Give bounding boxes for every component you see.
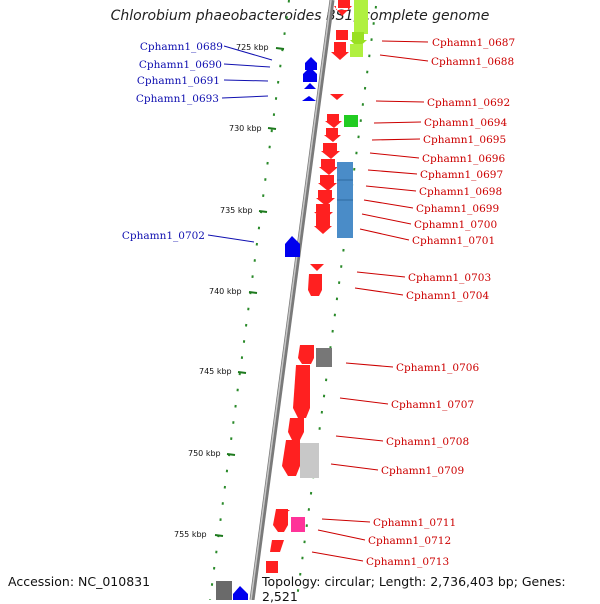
gene-label[interactable]: Cphamn1_0698 — [419, 186, 502, 198]
gene-label[interactable]: Cphamn1_0691 — [137, 75, 220, 87]
bottom-blue-feature[interactable] — [233, 586, 248, 600]
gene-0688-block[interactable] — [350, 44, 363, 57]
genome-backbone — [252, 0, 332, 600]
gene-label[interactable]: Cphamn1_0712 — [368, 535, 451, 547]
gene-0704-feature[interactable] — [308, 274, 322, 296]
genome-backbone-highlight — [251, 0, 331, 600]
gene-0707-feature[interactable] — [293, 365, 310, 418]
gene-0699-feature[interactable] — [316, 190, 335, 206]
gene-label[interactable]: Cphamn1_0702 — [122, 230, 205, 242]
gene-0698-feature[interactable] — [318, 175, 337, 191]
gene-label[interactable]: Cphamn1_0696 — [422, 153, 505, 165]
gene-0712-feature[interactable] — [270, 540, 284, 552]
gene-label[interactable]: Cphamn1_0709 — [381, 465, 464, 477]
left-gene-labels: Cphamn1_0689 Cphamn1_0690 Cphamn1_0691 C… — [122, 41, 223, 242]
gene-label[interactable]: Cphamn1_0713 — [366, 556, 449, 568]
scale-label: 755 kbp — [174, 530, 207, 539]
gene-label[interactable]: Cphamn1_0706 — [396, 362, 479, 374]
bottom-gray-feature[interactable] — [216, 581, 232, 600]
gene-0706-feature[interactable] — [298, 345, 314, 364]
gene-0709-feature[interactable] — [282, 440, 300, 476]
gene-0711-block[interactable] — [291, 517, 305, 532]
gene-0687-block[interactable] — [336, 30, 348, 40]
scale-label: 735 kbp — [220, 206, 253, 215]
accession-text: Accession: NC_010831 — [8, 574, 150, 589]
gene-0688-feature[interactable] — [354, 0, 368, 34]
gene-label[interactable]: Cphamn1_0707 — [391, 399, 474, 411]
gene-0697-feature[interactable] — [319, 159, 338, 175]
gene-label[interactable]: Cphamn1_0704 — [406, 290, 489, 302]
gene-label[interactable]: Cphamn1_0703 — [408, 272, 491, 284]
scale-label: 750 kbp — [188, 449, 221, 458]
gene-label[interactable]: Cphamn1_0708 — [386, 436, 469, 448]
gene-0709-block[interactable] — [300, 443, 319, 478]
gene-label[interactable]: Cphamn1_0694 — [424, 117, 507, 129]
gene-label[interactable]: Cphamn1_0687 — [432, 37, 515, 49]
gene-0713-feature[interactable] — [266, 561, 278, 573]
gene-label[interactable]: Cphamn1_0699 — [416, 203, 499, 215]
scale-label: 745 kbp — [199, 367, 232, 376]
gene-0694-block[interactable] — [344, 115, 358, 127]
gene-label[interactable]: Cphamn1_0701 — [412, 235, 495, 247]
gene-0703-feature[interactable] — [310, 264, 324, 271]
gene-label[interactable]: Cphamn1_0688 — [431, 56, 514, 68]
gene-label[interactable]: Cphamn1_0689 — [140, 41, 223, 53]
gene-0695-feature[interactable] — [324, 128, 341, 142]
gene-0693-feature[interactable] — [302, 96, 316, 101]
gene-0696-feature[interactable] — [321, 143, 340, 159]
gene-0706-block[interactable] — [316, 348, 332, 367]
scale-label: 740 kbp — [209, 287, 242, 296]
gene-0694-feature[interactable] — [325, 114, 342, 128]
gene-label[interactable]: Cphamn1_0695 — [423, 134, 506, 146]
scale-label: 730 kbp — [229, 124, 262, 133]
gene-label[interactable]: Cphamn1_0697 — [420, 169, 503, 181]
gene-label[interactable]: Cphamn1_0700 — [414, 219, 497, 231]
gene-0692-feature[interactable] — [330, 94, 344, 100]
right-gene-labels: Cphamn1_0687 Cphamn1_0688 Cphamn1_0692 C… — [366, 37, 515, 568]
gene-0701-feature[interactable] — [314, 214, 332, 234]
gene-0708-feature[interactable] — [288, 418, 304, 440]
gene-label[interactable]: Cphamn1_0692 — [427, 97, 510, 109]
gene-0691-feature[interactable] — [304, 83, 316, 89]
gene-0687-tip[interactable] — [331, 42, 349, 60]
gene-label[interactable]: Cphamn1_0711 — [373, 517, 456, 529]
gene-label[interactable]: Cphamn1_0693 — [136, 93, 219, 105]
scale-labels: 725 kbp 730 kbp 735 kbp 740 kbp 745 kbp … — [174, 43, 269, 539]
gene-label[interactable]: Cphamn1_0690 — [139, 59, 222, 71]
